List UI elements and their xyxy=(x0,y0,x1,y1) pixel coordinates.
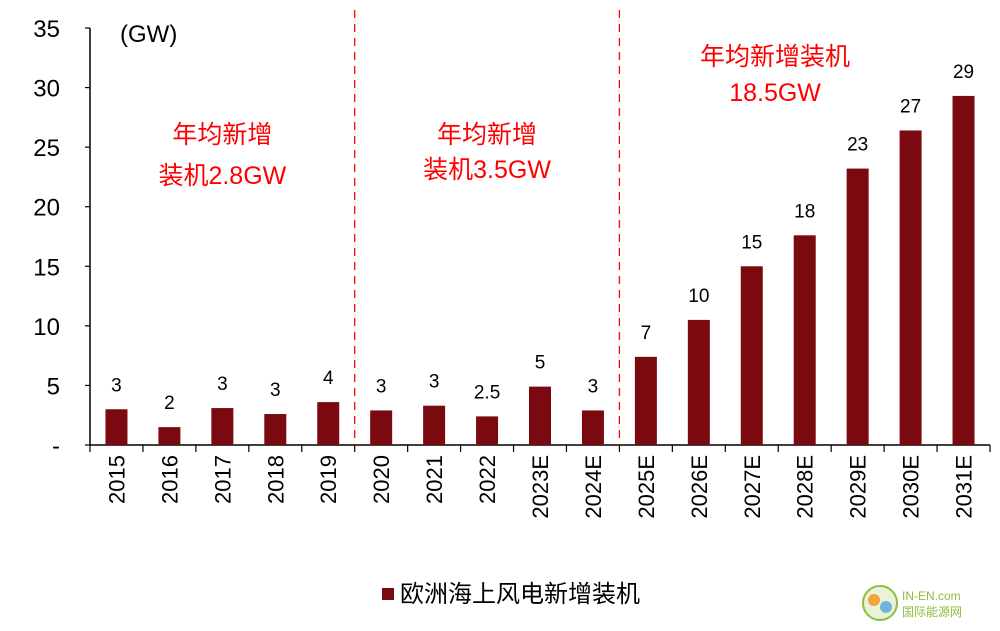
watermark: IN-EN.com 国际能源网 xyxy=(862,585,962,621)
x-tick-label: 2031E xyxy=(952,455,977,519)
bar xyxy=(793,235,816,445)
y-axis: - 5 10 15 20 25 30 35 xyxy=(33,16,91,460)
x-tick-label: 2017 xyxy=(210,455,235,504)
legend-label: 欧洲海上风电新增装机 xyxy=(400,581,640,608)
data-label: 3 xyxy=(588,376,599,397)
unit-label: (GW) xyxy=(120,21,177,48)
data-label: 3 xyxy=(111,375,122,396)
bar xyxy=(634,356,657,445)
data-label: 29 xyxy=(953,62,974,83)
x-tick-label: 2024E xyxy=(581,455,606,519)
annotation-text: 年均新增 xyxy=(437,121,537,149)
bar xyxy=(317,402,340,445)
x-tick-label: 2019 xyxy=(316,455,341,504)
bar xyxy=(264,414,287,445)
x-tick-label: 2023E xyxy=(528,455,553,519)
annotation-text: 年均新增 xyxy=(172,121,272,149)
x-axis: 2015 2016 2017 2018 2019 2020 2021 2022 2023E 202… xyxy=(89,444,991,519)
data-label: 3 xyxy=(270,380,281,401)
bars xyxy=(105,95,975,446)
legend[interactable]: 欧洲海上风电新增装机 xyxy=(382,581,640,608)
x-tick-label: 2022 xyxy=(475,455,500,504)
data-label: 3 xyxy=(376,376,387,397)
bar xyxy=(899,130,922,445)
data-label: 18 xyxy=(794,201,815,222)
data-label: 15 xyxy=(741,232,762,253)
y-tick-label: 30 xyxy=(33,76,60,103)
in-en-logo-icon xyxy=(862,585,898,621)
bar xyxy=(581,410,604,445)
data-label: 2 xyxy=(164,393,175,414)
x-tick-label: 2025E xyxy=(634,455,659,519)
bar xyxy=(740,266,763,445)
bar xyxy=(158,427,181,445)
x-tick-label: 2030E xyxy=(899,455,924,519)
data-label: 3 xyxy=(217,374,228,395)
data-label: 23 xyxy=(847,135,868,156)
bar xyxy=(423,405,446,445)
bar xyxy=(952,95,975,445)
watermark-cn: 国际能源网 xyxy=(902,605,962,619)
y-tick-label: 10 xyxy=(33,314,60,341)
data-label: 4 xyxy=(323,368,334,389)
annotation-text: 装机3.5GW xyxy=(423,156,551,184)
data-label: 3 xyxy=(429,372,440,393)
data-label: 7 xyxy=(641,323,652,344)
x-tick-label: 2020 xyxy=(369,455,394,504)
x-tick-label: 2021 xyxy=(422,455,447,504)
data-label: 5 xyxy=(535,353,546,374)
y-tick-label: 25 xyxy=(33,135,60,162)
y-tick-label: 20 xyxy=(33,195,60,222)
x-tick-label: 2029E xyxy=(846,455,871,519)
x-tick-label: 2016 xyxy=(157,455,182,504)
y-tick-label: - xyxy=(52,433,60,460)
bar xyxy=(370,410,393,445)
annotation-text: 装机2.8GW xyxy=(158,162,286,190)
y-tick-label: 35 xyxy=(33,16,60,43)
data-label: 10 xyxy=(688,286,709,307)
x-tick-label: 2018 xyxy=(263,455,288,504)
annotation-text: 年均新增装机 xyxy=(700,43,850,71)
legend-swatch xyxy=(382,588,394,600)
period-dividers xyxy=(354,10,621,445)
x-tick-label: 2015 xyxy=(104,455,129,504)
bar xyxy=(211,408,234,445)
y-tick-label: 15 xyxy=(33,254,60,281)
bar xyxy=(105,409,128,445)
x-tick-label: 2028E xyxy=(793,455,818,519)
data-label: 2.5 xyxy=(474,382,500,403)
bar xyxy=(846,168,869,446)
annotation-text: 18.5GW xyxy=(729,79,821,107)
watermark-en: IN-EN.com xyxy=(902,589,961,603)
y-tick-label: 5 xyxy=(47,373,60,400)
data-label: 27 xyxy=(900,96,921,117)
bar xyxy=(687,319,710,445)
bar xyxy=(476,416,499,445)
bar xyxy=(529,386,551,445)
x-tick-label: 2026E xyxy=(687,455,712,519)
x-tick-label: 2027E xyxy=(740,455,765,519)
